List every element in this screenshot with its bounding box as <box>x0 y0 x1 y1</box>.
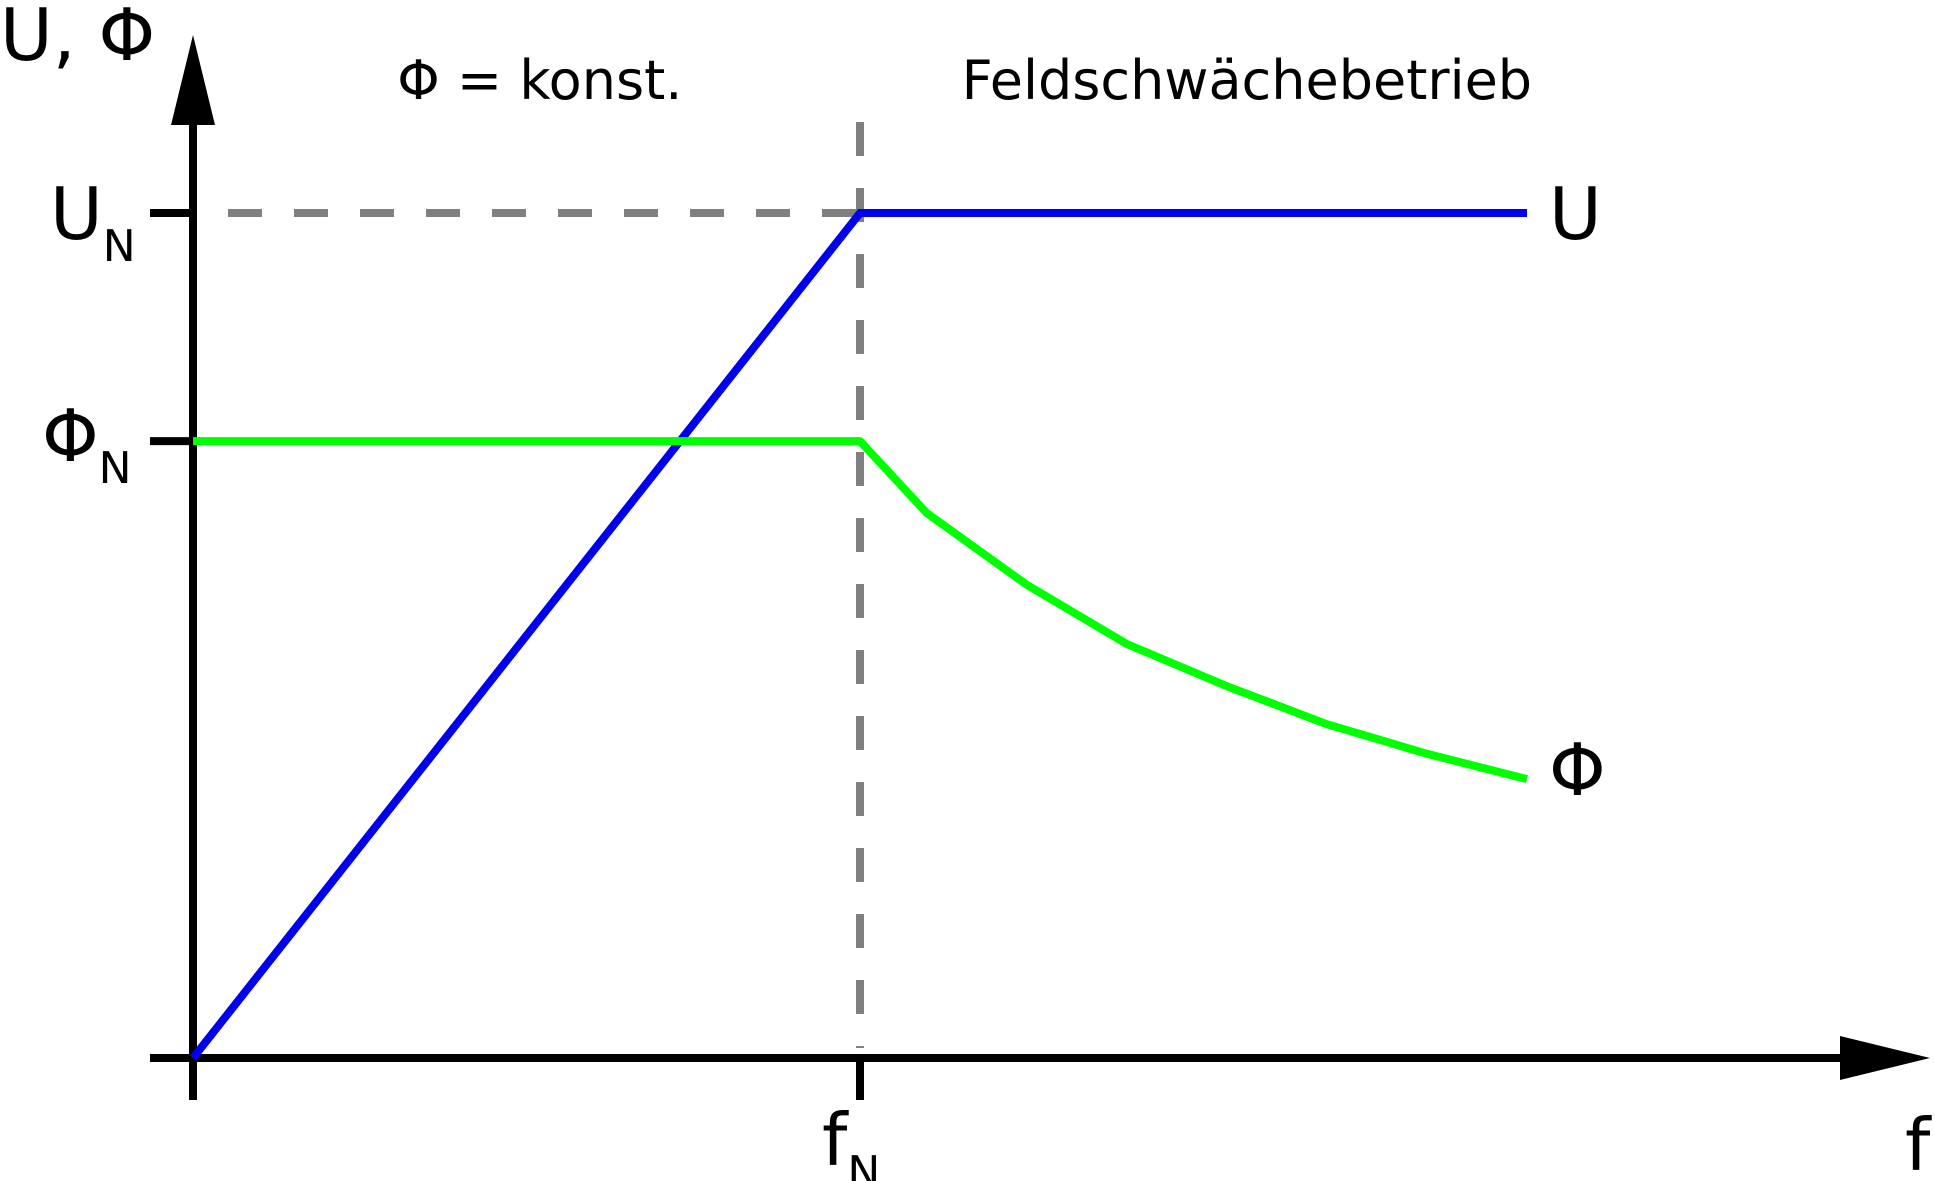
y-tick-label-un-main: U <box>50 172 103 256</box>
x-tick-label-fn-main: f <box>822 1098 849 1181</box>
y-tick-label-phin: ΦN <box>42 394 132 494</box>
y-axis-label: U, Φ <box>0 0 155 77</box>
x-tick-label-fn-sub: N <box>847 1147 880 1181</box>
y-tick-label-phin-main: Φ <box>42 394 99 478</box>
y-tick-label-un-sub: N <box>103 221 136 272</box>
region-label-field-weakening: Feldschwächebetrieb <box>962 49 1532 112</box>
series-line-u <box>189 209 1527 1061</box>
region-label-constant-flux: Φ = konst. <box>397 49 682 112</box>
x-axis-arrow-icon <box>1840 1036 1930 1080</box>
series-line-phi <box>193 437 1528 783</box>
y-tick-label-un: UN <box>50 172 136 272</box>
y-tick-label-phin-sub: N <box>99 443 132 494</box>
series-label-u: U <box>1549 172 1602 256</box>
x-tick-label-fn: fN <box>822 1098 880 1181</box>
y-axis-arrow-icon <box>171 35 215 125</box>
series-label-phi: Φ <box>1549 728 1606 812</box>
x-axis-label: f <box>1905 1103 1932 1181</box>
